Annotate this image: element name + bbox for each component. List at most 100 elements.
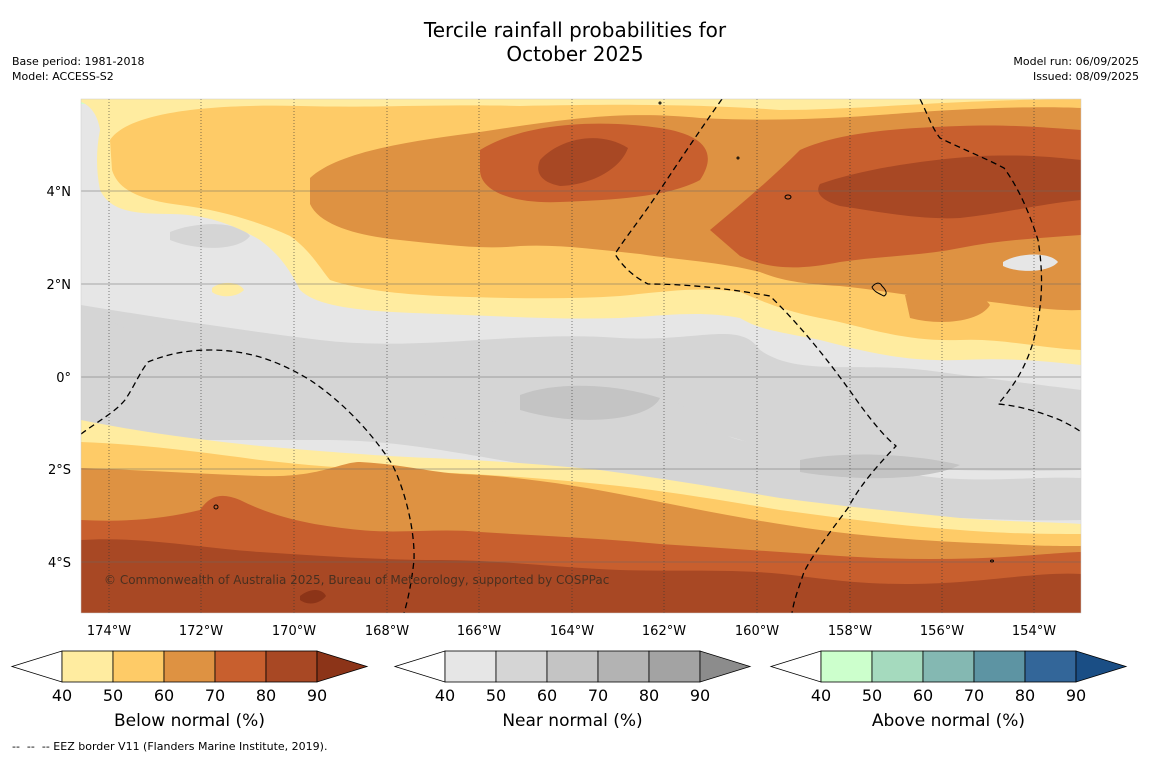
plot-frame [80,98,1082,614]
colorbar-high-arrow [1075,650,1128,683]
colorbar-tick-label: 80 [639,686,659,705]
colorbar-near: 40 50 60 70 80 90 Near normal (%) [393,650,752,731]
longitude-label: 156°W [920,624,964,639]
colorbar-title: Above normal (%) [872,711,1025,731]
latitude-label: 2°S [48,463,71,478]
colorbar-segment [1024,650,1077,683]
graticule [81,99,1081,613]
latitude-label: 2°N [47,278,72,293]
colorbar-tick-label: 70 [205,686,225,705]
colorbar-high-arrow [316,650,369,683]
colorbar-title: Below normal (%) [114,711,265,731]
colorbar-segment [546,650,599,683]
island-outline-tiny-3 [990,559,994,563]
colorbar-tick-label: 50 [103,686,123,705]
colorbar-low-arrow [769,650,822,683]
below-normal-80-north-east [818,155,1081,219]
model-text: Model: ACCESS-S2 [12,70,114,83]
colorbar-segment [495,650,548,683]
colorbar-segment [922,650,975,683]
longitude-label: 162°W [642,624,686,639]
colorbar-tick-label: 90 [307,686,327,705]
colorbar-title: Near normal (%) [502,711,642,731]
colorbar-tick-label: 90 [690,686,710,705]
colorbar-segment [871,650,924,683]
islands [213,101,994,563]
below-normal-small-patch [212,282,244,297]
colorbars: 40 50 60 70 80 90 Below normal (%) 40 50 60 70 80 90… [10,650,1128,731]
longitude-labels: 174°W 172°W 170°W 168°W 166°W 164°W 162°W 160°W… [87,624,1056,639]
eez-border-southwest [81,349,415,613]
island-outline-atoll [871,282,887,297]
below-normal-80-north-west [538,138,628,186]
base-period-text: Base period: 1981-2018 [12,55,145,68]
copyright-notice: © Commonwealth of Australia 2025, Bureau… [104,573,609,587]
colorbar-segment [214,650,267,683]
longitude-label: 166°W [457,624,501,639]
island-outline-tiny [658,101,662,105]
model-info: Base period: 1981-2018 Model: ACCESS-S2 [12,54,144,84]
eez-footnote: -- -- -- EEZ border V11 (Flanders Marine… [12,740,328,753]
colorbar-segment [61,650,114,683]
latitude-label: 0° [56,371,71,386]
below-normal-60-east-patch [905,291,990,322]
colorbar-segment [820,650,873,683]
island-outline-small [213,504,219,510]
near-normal-east-island [1003,254,1058,271]
eez-borders [81,99,1081,613]
issued-text: Issued: 08/09/2025 [1032,70,1139,83]
latitude-label: 4°S [48,556,71,571]
colorbar-tick-label: 50 [486,686,506,705]
latitude-labels: 4°N 2°N 0° 2°S 4°S [47,185,72,571]
near-normal-60-patch [520,385,660,420]
colorbar-tick-label: 70 [964,686,984,705]
model-run-text: Model run: 06/09/2025 [1013,55,1139,68]
colorbar-tick-label: 80 [1015,686,1035,705]
colorbar-tick-label: 80 [256,686,276,705]
longitude-label: 172°W [179,624,223,639]
longitude-label: 154°W [1012,624,1056,639]
colorbar-tick-label: 70 [588,686,608,705]
colorbar-segment [265,650,318,683]
below-normal-80-south [81,539,1081,613]
near-normal-60-patch-2 [800,454,960,479]
probability-field [81,99,1081,613]
colorbar-segment [973,650,1026,683]
longitude-label: 168°W [365,624,409,639]
title-line-1: Tercile rainfall probabilities for [423,18,727,42]
colorbar-segment [648,650,701,683]
latitude-label: 4°N [47,185,72,200]
longitude-label: 174°W [87,624,131,639]
colorbar-tick-label: 40 [52,686,72,705]
title-line-2: October 2025 [506,42,644,66]
longitude-label: 158°W [828,624,872,639]
island-outline [784,194,792,200]
run-info: Model run: 06/09/2025 Issued: 08/09/2025 [1013,54,1139,84]
colorbar-tick-label: 50 [862,686,882,705]
longitude-label: 170°W [272,624,316,639]
longitude-label: 160°W [735,624,779,639]
eez-border-central [614,99,897,613]
colorbar-below: 40 50 60 70 80 90 Below normal (%) [10,650,369,731]
map-title: Tercile rainfall probabilities for Octob… [0,18,1150,66]
colorbar-low-arrow [393,650,446,683]
below-normal-90-patch [300,590,326,604]
colorbar-segment [444,650,497,683]
colorbar-segment [112,650,165,683]
colorbar-tick-label: 60 [154,686,174,705]
colorbar-segment [597,650,650,683]
colorbar-tick-label: 90 [1066,686,1086,705]
colorbar-above: 40 50 60 70 80 90 Above normal (%) [769,650,1128,731]
colorbar-tick-label: 60 [537,686,557,705]
island-outline-tiny-2 [736,156,740,160]
eez-border-east [919,99,1081,433]
colorbar-segment [163,650,216,683]
colorbar-low-arrow [10,650,63,683]
near-normal-small-patch [170,224,250,248]
colorbar-high-arrow [699,650,752,683]
colorbar-tick-label: 40 [811,686,831,705]
colorbar-tick-label: 60 [913,686,933,705]
colorbar-tick-label: 40 [435,686,455,705]
longitude-label: 164°W [550,624,594,639]
